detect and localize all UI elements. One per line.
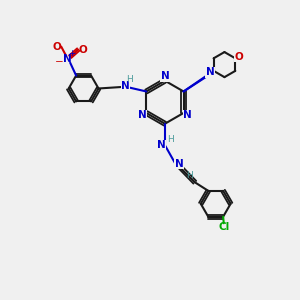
Text: O: O <box>235 52 243 62</box>
Text: N: N <box>183 110 192 120</box>
Text: N: N <box>206 68 214 77</box>
Text: O: O <box>53 42 62 52</box>
Text: N: N <box>63 54 72 64</box>
Text: N: N <box>157 140 166 150</box>
Text: N: N <box>121 81 130 92</box>
Text: H: H <box>127 75 133 84</box>
Text: Cl: Cl <box>218 222 230 232</box>
Text: N: N <box>138 110 147 120</box>
Text: +: + <box>68 49 76 58</box>
Text: H: H <box>167 135 174 144</box>
Text: O: O <box>78 45 87 55</box>
Text: H: H <box>186 171 193 180</box>
Text: N: N <box>160 71 169 81</box>
Text: N: N <box>175 159 183 169</box>
Text: −: − <box>55 56 64 67</box>
